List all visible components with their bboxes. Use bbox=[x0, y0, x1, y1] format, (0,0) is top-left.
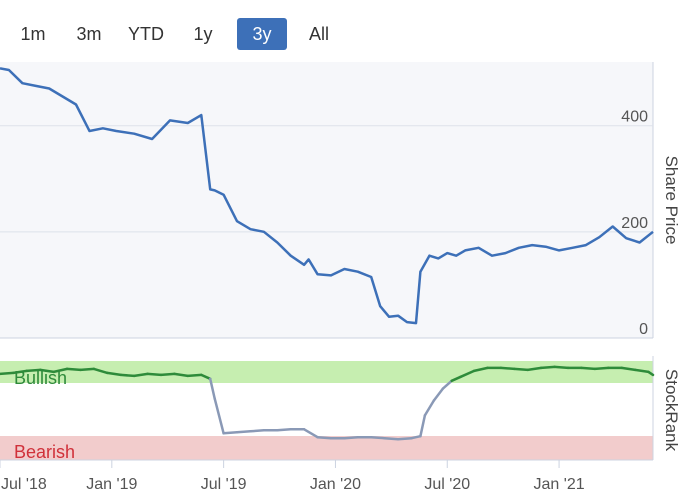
stockrank-segment[interactable] bbox=[620, 366, 637, 372]
share-price-axis-title: Share Price bbox=[662, 156, 681, 245]
x-tick-label: Jan '21 bbox=[534, 476, 585, 493]
price-tick-label: 0 bbox=[639, 321, 648, 338]
x-tick-label: Jul '18 bbox=[1, 476, 47, 493]
stockrank-segment[interactable] bbox=[12, 369, 29, 375]
stockrank-segment[interactable] bbox=[92, 367, 109, 375]
stockrank-segment[interactable] bbox=[200, 373, 212, 381]
stockrank-segment[interactable] bbox=[249, 429, 266, 433]
stockrank-segment[interactable] bbox=[39, 368, 55, 374]
price-panel: 0 200 400 Share Price bbox=[0, 62, 681, 339]
stockrank-segment[interactable] bbox=[0, 371, 15, 376]
price-plot-background bbox=[0, 62, 653, 338]
stockrank-segment[interactable] bbox=[383, 436, 400, 441]
stockrank-segment[interactable] bbox=[65, 367, 82, 372]
stockrank-segment[interactable] bbox=[106, 371, 123, 377]
stockrank-segment[interactable] bbox=[450, 375, 462, 383]
range-button-all[interactable]: All bbox=[308, 24, 329, 44]
stockrank-segment[interactable] bbox=[222, 431, 239, 435]
range-button-3m[interactable]: 3m bbox=[76, 24, 102, 44]
stockrank-segment[interactable] bbox=[173, 372, 190, 378]
range-selector: 1m 3m YTD 1y 3y All bbox=[0, 14, 699, 54]
price-tick-label: 400 bbox=[621, 109, 648, 126]
stockrank-segment[interactable] bbox=[396, 436, 413, 441]
stockrank-segment[interactable] bbox=[633, 368, 650, 374]
stockrank-segment[interactable] bbox=[159, 372, 176, 377]
price-gridlines bbox=[0, 125, 653, 233]
stockrank-segment[interactable] bbox=[553, 365, 570, 370]
stockrank-segment[interactable] bbox=[52, 367, 69, 374]
stockrank-segment[interactable] bbox=[423, 399, 436, 417]
stockrank-segment[interactable] bbox=[513, 367, 530, 372]
stockrank-segment[interactable] bbox=[441, 379, 453, 390]
stockrank-segment[interactable] bbox=[526, 366, 543, 372]
bullish-zone bbox=[0, 361, 653, 383]
stockrank-segment[interactable] bbox=[410, 434, 422, 440]
x-axis-ticks: Jul '18 Jan '19 Jul '19 Jan '20 Jul '20 Jan '… bbox=[0, 460, 585, 493]
range-button-3y[interactable]: 3y bbox=[237, 18, 287, 50]
stockrank-axis-title: StockRank bbox=[662, 369, 681, 452]
stockrank-segment[interactable] bbox=[302, 428, 319, 439]
stockrank-segment[interactable] bbox=[276, 428, 292, 432]
price-tick-labels: 0 200 400 bbox=[621, 109, 648, 338]
stockrank-segment[interactable] bbox=[235, 430, 252, 434]
stockrank-segment[interactable] bbox=[25, 368, 42, 373]
stockrank-segment[interactable] bbox=[499, 366, 516, 371]
range-button-ytd[interactable]: YTD bbox=[128, 24, 164, 44]
stockrank-segment[interactable] bbox=[580, 366, 597, 371]
x-tick-label: Jan '20 bbox=[310, 476, 361, 493]
stockrank-segment[interactable] bbox=[419, 414, 427, 438]
stockrank-segment[interactable] bbox=[119, 373, 136, 378]
stockrank-segment[interactable] bbox=[593, 366, 610, 371]
stockrank-segment[interactable] bbox=[472, 366, 489, 373]
stockrank-segment[interactable] bbox=[343, 435, 360, 440]
stockrank-segment[interactable] bbox=[208, 377, 216, 400]
stockrank-segment[interactable] bbox=[459, 369, 476, 379]
stockrank-segment[interactable] bbox=[186, 373, 203, 378]
stockrank-segment[interactable] bbox=[316, 435, 333, 440]
bearish-zone-label: Bearish bbox=[14, 442, 75, 462]
stockrank-segment[interactable] bbox=[369, 435, 386, 440]
bearish-zone bbox=[0, 436, 653, 460]
share-price-series-line[interactable] bbox=[0, 67, 654, 325]
x-tick-label: Jan '19 bbox=[86, 476, 137, 493]
price-tick-label: 200 bbox=[621, 215, 648, 232]
stockrank-panel: Bullish Bearish StockRank bbox=[0, 356, 681, 462]
stockrank-segment[interactable] bbox=[79, 367, 96, 372]
stockrank-series bbox=[0, 365, 655, 441]
x-tick-label: Jul '20 bbox=[424, 476, 470, 493]
stockrank-segment[interactable] bbox=[213, 397, 225, 435]
x-tick-label: Jul '19 bbox=[201, 476, 247, 493]
range-button-1m[interactable]: 1m bbox=[20, 24, 46, 44]
stockrank-segment[interactable] bbox=[647, 370, 655, 377]
stockrank-segment[interactable] bbox=[132, 372, 149, 378]
stockrank-segment[interactable] bbox=[432, 387, 445, 402]
range-button-1y[interactable]: 1y bbox=[193, 24, 213, 44]
stockrank-segment[interactable] bbox=[539, 365, 556, 370]
stockrank-segment[interactable] bbox=[146, 372, 163, 377]
